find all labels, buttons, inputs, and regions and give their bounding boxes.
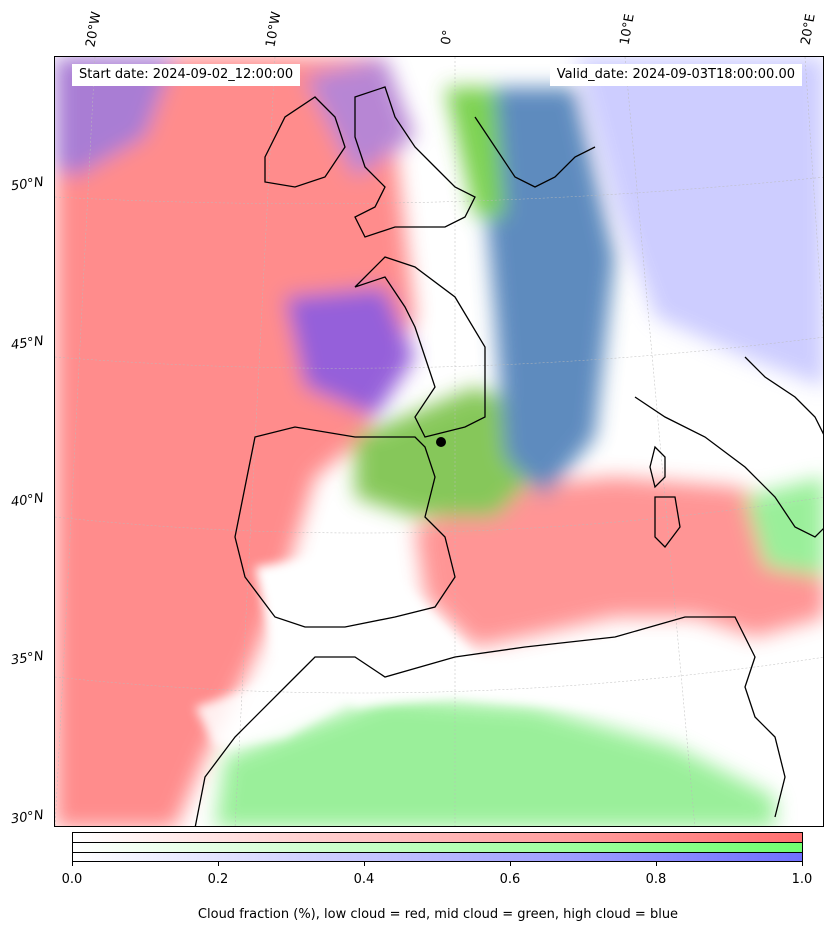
lon-label-10e: 10°E [617,12,638,47]
valid-date-label: Valid_date: 2024-09-03T18:00:00.00 [549,64,802,86]
high-cloud-east [575,57,823,387]
colorbar-tick-label-5: 1.0 [791,872,813,887]
lon-label-20w: 20°W [83,10,105,49]
coast-italy [634,396,823,538]
colorbar-mid-row [73,843,802,853]
lat-label-30n: 30°N [10,807,45,828]
purple-cloud-ireland [305,57,415,177]
lat-label-45n: 45°N [10,333,45,354]
coast-balkan [744,356,823,435]
station-marker [436,437,446,447]
mixed-cloud-center [285,287,415,417]
coast-ireland [264,96,346,188]
lon-label-20e: 20°E [798,12,819,47]
purple-cloud-northwest [55,57,175,177]
coast-france [354,256,486,438]
colorbar-caption: Cloud fraction (%), low cloud = red, mid… [197,907,679,922]
mid-cloud-east [745,477,823,577]
coast-iberia [234,426,456,628]
mid-cloud-north [445,87,505,217]
lat-label-35n: 35°N [10,648,45,669]
low-cloud-west [55,57,415,826]
colorbar-tick-0 [72,862,73,866]
colorbar-low-row [73,833,802,843]
coast-africa [194,616,786,826]
mid-cloud-africa [215,697,775,826]
colorbar-tick-label-4: 0.8 [645,872,667,887]
cloud-map [55,57,823,826]
coast-corsica [649,445,666,489]
colorbar-tick-label-1: 0.2 [207,872,229,887]
lon-label-10w: 10°W [263,10,285,49]
colorbar-tick-2 [364,862,365,866]
coastlines [194,86,823,826]
lat-label-40n: 40°N [10,490,45,511]
colorbar-tick-3 [510,862,511,866]
colorbar-tick-label-3: 0.6 [499,872,521,887]
coast-northsea [474,116,596,188]
high-cloud-band [475,87,615,497]
graticule [55,57,823,826]
start-date-label: Start date: 2024-09-02_12:00:00 [72,64,301,86]
lat-label-50n: 50°N [10,174,45,195]
colorbar-tick-1 [218,862,219,866]
mid-cloud-spain [355,387,535,517]
low-cloud-mediterranean [415,477,823,647]
map-panel[interactable] [54,56,824,827]
coast-sardinia [654,496,681,548]
colorbar-tick-4 [656,862,657,866]
colorbar [72,832,803,862]
colorbar-tick-label-2: 0.4 [353,872,375,887]
colorbar-high-row [73,853,802,861]
colorbar-tick-label-0: 0.0 [61,872,83,887]
coast-britain [354,86,476,238]
clear-sky-spain [255,557,475,677]
clear-sky-south [195,677,355,747]
colorbar-tick-5 [802,862,803,866]
lon-label-0: 0° [438,28,457,47]
clear-sky-africa [315,657,775,717]
